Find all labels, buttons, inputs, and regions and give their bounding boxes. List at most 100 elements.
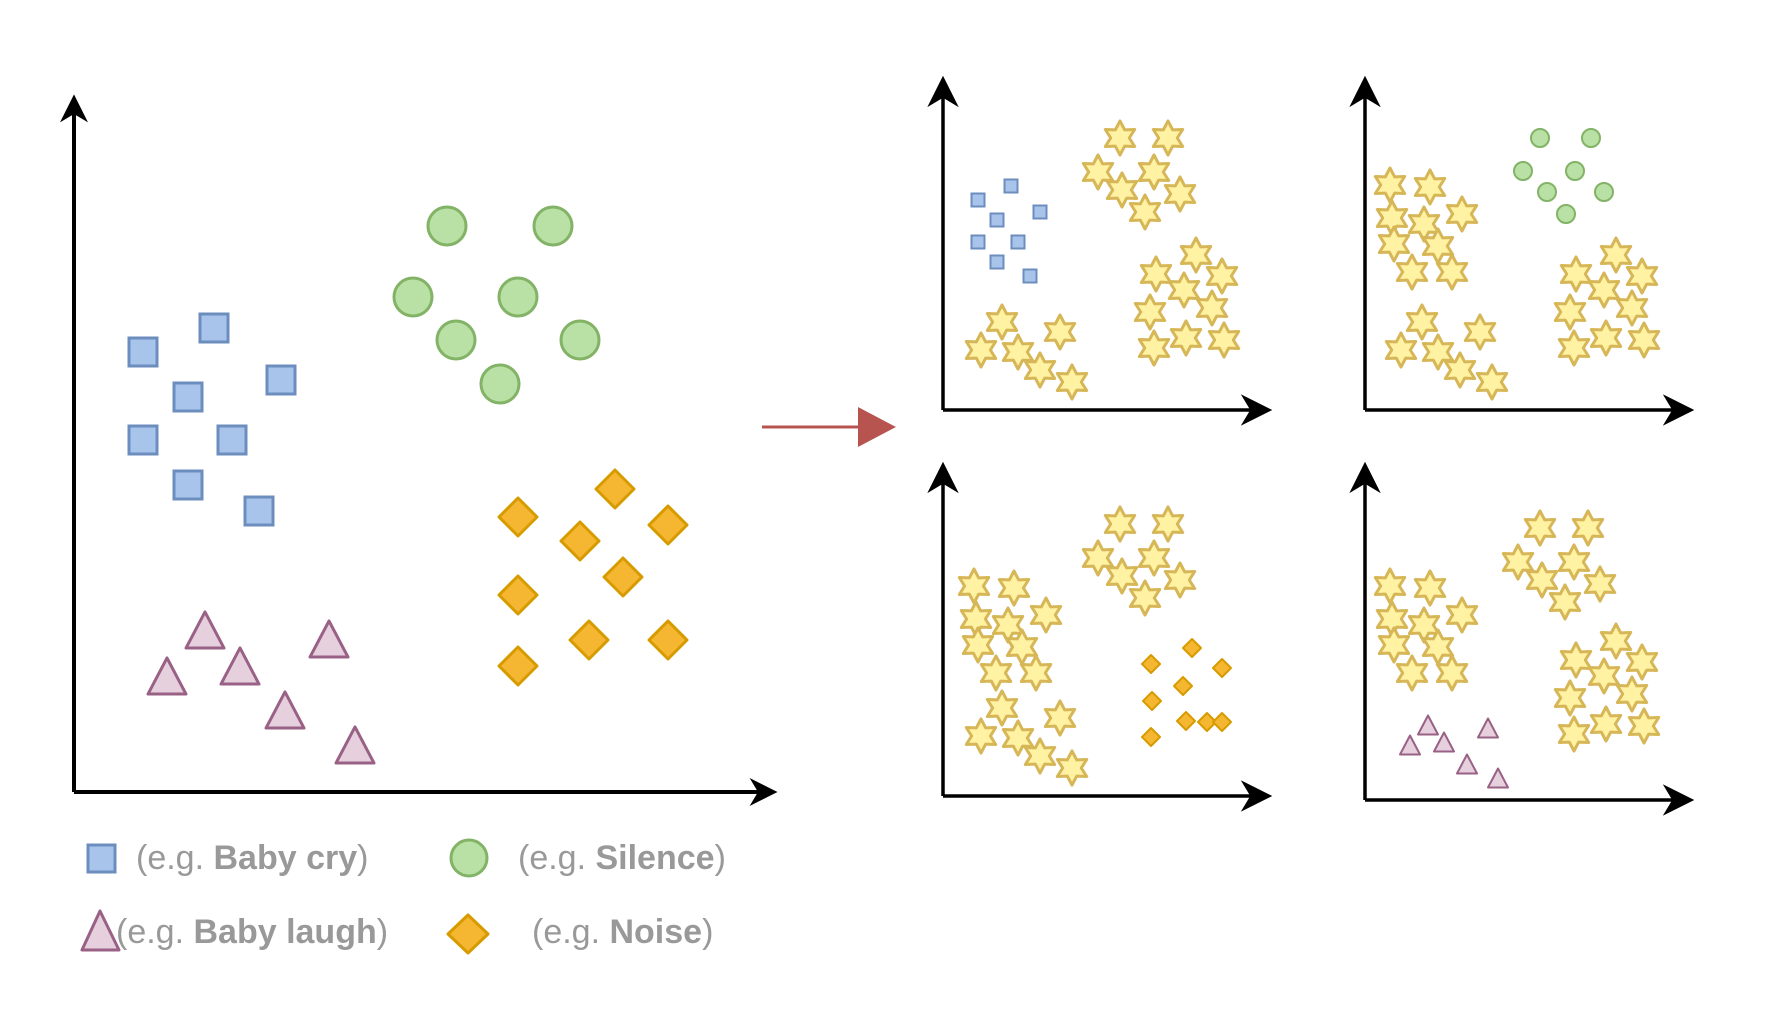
legend-baby-cry: (e.g. Baby cry) xyxy=(136,838,368,878)
star-marker xyxy=(1501,543,1535,581)
star-marker xyxy=(1105,171,1139,209)
square-marker xyxy=(1010,234,1026,250)
star-marker xyxy=(985,689,1019,727)
circle-marker xyxy=(1537,182,1557,202)
star-marker xyxy=(1589,705,1623,743)
star-marker xyxy=(1163,561,1197,599)
transition-arrow xyxy=(762,407,896,447)
star-marker xyxy=(1081,153,1115,191)
square-marker xyxy=(265,364,297,396)
triangle-marker xyxy=(1417,714,1439,736)
star-marker xyxy=(1043,699,1077,737)
star-marker xyxy=(1625,643,1659,681)
star-marker xyxy=(1405,303,1439,341)
legend-triangle-icon xyxy=(80,909,121,952)
triangle-marker xyxy=(184,610,226,650)
legend-prefix: (e.g. xyxy=(532,913,610,951)
circle-marker xyxy=(1565,161,1585,181)
diamond-marker xyxy=(559,520,601,562)
legend-prefix: (e.g. xyxy=(518,839,596,877)
star-marker xyxy=(1583,565,1617,603)
star-marker xyxy=(1377,626,1411,664)
legend-label-baby-laugh: Baby laugh xyxy=(193,913,377,951)
diamond-marker xyxy=(497,645,539,687)
subplot-points xyxy=(957,119,1661,789)
legend-diamond-icon xyxy=(446,913,490,955)
star-marker xyxy=(1167,271,1201,309)
star-marker xyxy=(1525,561,1559,599)
circle-marker xyxy=(1594,182,1614,202)
square-marker xyxy=(243,495,275,527)
star-marker xyxy=(1421,333,1455,371)
star-marker xyxy=(957,567,991,605)
star-marker xyxy=(1571,509,1605,547)
star-marker xyxy=(1163,175,1197,213)
square-marker xyxy=(127,336,159,368)
star-marker xyxy=(1384,331,1418,369)
star-marker xyxy=(1587,271,1621,309)
square-marker xyxy=(172,469,204,501)
legend-circle-icon xyxy=(449,838,489,878)
diamond-marker xyxy=(1212,658,1232,678)
star-marker xyxy=(1205,257,1239,295)
triangle-marker xyxy=(1456,753,1478,775)
legend-label-noise: Noise xyxy=(609,913,703,951)
diamond-marker xyxy=(1141,654,1161,674)
subplot-2-axes xyxy=(1349,75,1695,426)
diamond-marker xyxy=(1173,676,1193,696)
star-marker xyxy=(1395,253,1429,291)
star-marker xyxy=(1001,333,1035,371)
triangle-marker xyxy=(308,619,350,659)
circle-marker xyxy=(1581,128,1601,148)
square-marker xyxy=(1032,204,1048,220)
star-marker xyxy=(1523,509,1557,547)
star-marker xyxy=(1055,749,1089,787)
star-marker xyxy=(1445,195,1479,233)
square-marker xyxy=(989,254,1005,270)
star-marker xyxy=(1128,579,1162,617)
star-marker xyxy=(1137,153,1171,191)
legend-label-baby-cry: Baby cry xyxy=(213,839,358,877)
star-marker xyxy=(1151,119,1185,157)
main-plot-points xyxy=(127,205,689,765)
star-marker xyxy=(1557,329,1591,367)
star-marker xyxy=(1139,255,1173,293)
legend-prefix: (e.g. xyxy=(136,839,214,877)
star-marker xyxy=(1589,319,1623,357)
diamond-marker xyxy=(594,468,636,510)
star-marker xyxy=(1587,657,1621,695)
star-marker xyxy=(1179,236,1213,274)
square-marker xyxy=(198,312,230,344)
star-marker xyxy=(1137,329,1171,367)
diamond-marker xyxy=(568,619,610,661)
diamond-marker xyxy=(1142,691,1162,711)
star-marker xyxy=(1105,557,1139,595)
circle-marker xyxy=(435,319,477,361)
diamond-marker xyxy=(1141,727,1161,747)
star-marker xyxy=(1133,293,1167,331)
star-marker xyxy=(1023,737,1057,775)
star-marker xyxy=(1548,583,1582,621)
diamond-marker xyxy=(497,496,539,538)
triangle-marker xyxy=(1487,767,1509,789)
star-marker xyxy=(1195,289,1229,327)
star-marker xyxy=(1445,596,1479,634)
circle-marker xyxy=(1556,204,1576,224)
circle-marker xyxy=(1513,161,1533,181)
star-marker xyxy=(997,569,1031,607)
star-marker xyxy=(1443,351,1477,389)
circle-marker xyxy=(426,205,468,247)
diamond-marker xyxy=(647,504,689,546)
triangle-marker xyxy=(264,690,306,730)
star-marker xyxy=(1627,321,1661,359)
star-marker xyxy=(1081,539,1115,577)
star-marker xyxy=(1625,257,1659,295)
square-marker xyxy=(216,424,248,456)
circle-marker xyxy=(497,276,539,318)
circle-marker xyxy=(392,276,434,318)
diamond-marker xyxy=(602,556,644,598)
star-marker xyxy=(1615,675,1649,713)
triangle-marker xyxy=(1433,731,1455,753)
star-marker xyxy=(1599,622,1633,660)
square-marker xyxy=(970,192,986,208)
